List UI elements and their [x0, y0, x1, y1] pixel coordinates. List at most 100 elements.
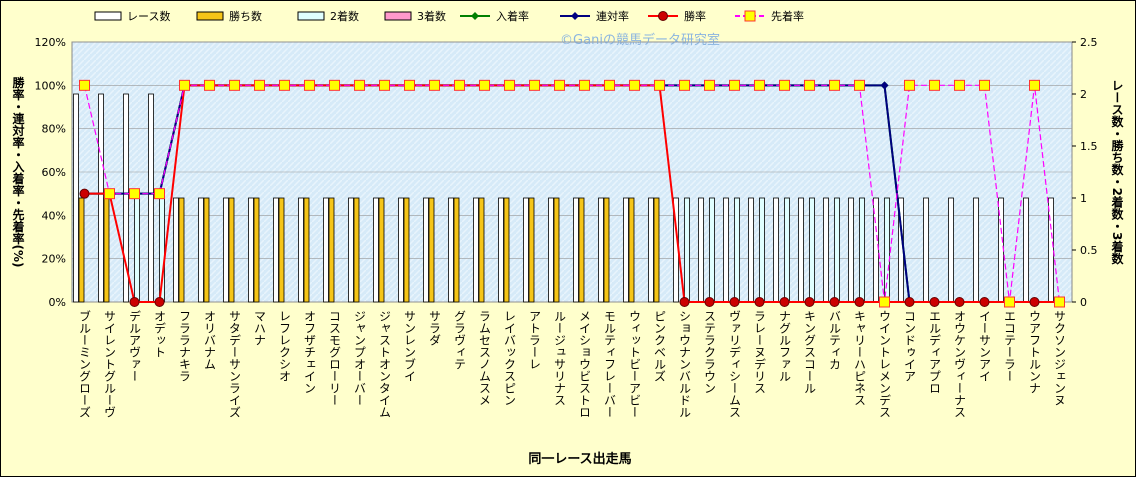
- bar: [709, 197, 715, 303]
- legend-label: 2着数: [330, 9, 359, 23]
- point: [754, 297, 765, 307]
- bar: [403, 197, 410, 303]
- point: [179, 79, 190, 91]
- bar: [848, 197, 854, 303]
- point: [479, 79, 490, 91]
- x-axis-title: 同一レース出走馬: [528, 451, 631, 467]
- x-tick-label: フララナキラ: [178, 310, 192, 382]
- x-tick-label: バルティカ: [828, 310, 842, 370]
- bar: [378, 197, 385, 303]
- point: [104, 188, 115, 200]
- legend-marker: [744, 10, 756, 22]
- y-tick-label: 40%: [42, 209, 66, 222]
- bar: [1023, 197, 1029, 303]
- x-tick-label: コンドゥイア: [903, 310, 917, 382]
- x-tick-label: エルディアプロ: [928, 310, 942, 394]
- x-tick-label: オフザチェイン: [303, 310, 317, 394]
- bar: [273, 197, 279, 303]
- point: [529, 79, 540, 91]
- y2-axis-title: レース数・勝ち数・2着数・3着数: [1110, 80, 1124, 265]
- legend-swatch: [297, 11, 325, 21]
- bar: [553, 197, 560, 303]
- x-tick-label: サイレントグルーヴ: [103, 310, 117, 418]
- legend-swatch: [196, 11, 224, 21]
- bar: [203, 197, 210, 303]
- x-tick-label: ウィットビーアビー: [628, 310, 642, 418]
- point: [879, 296, 890, 308]
- bar: [523, 197, 529, 303]
- x-tick-label: マハナ: [253, 310, 267, 346]
- bar: [328, 197, 335, 303]
- bar: [784, 197, 790, 303]
- x-tick-label: グラヴィテ: [453, 310, 467, 370]
- bar: [303, 197, 310, 303]
- point: [154, 188, 165, 200]
- y-tick-label: 0%: [49, 296, 66, 309]
- point: [679, 297, 690, 307]
- bar: [548, 197, 554, 303]
- point: [779, 297, 790, 307]
- point: [379, 79, 390, 91]
- point: [129, 188, 140, 200]
- point: [954, 79, 965, 91]
- bar: [759, 197, 765, 303]
- x-tick-label: サンレンブイ: [403, 310, 417, 382]
- point: [604, 79, 615, 91]
- point: [904, 297, 915, 307]
- legend-marker: [471, 12, 479, 20]
- point: [754, 79, 765, 91]
- point: [429, 79, 440, 91]
- point: [629, 79, 640, 91]
- bar: [228, 197, 235, 303]
- x-tick-label: ブルーミングローズ: [78, 309, 92, 418]
- legend-label: 先着率: [771, 9, 804, 23]
- bar: [884, 197, 890, 303]
- bar: [173, 197, 179, 303]
- point: [254, 79, 265, 91]
- point: [1029, 79, 1040, 91]
- point: [679, 79, 690, 91]
- bar: [223, 197, 229, 303]
- legend-label: 勝率: [684, 9, 706, 23]
- bar: [373, 197, 379, 303]
- y-tick-label: 100%: [35, 79, 66, 92]
- x-tick-label: メイショウビストロ: [578, 310, 592, 418]
- bar: [973, 197, 979, 303]
- x-tick-label: キングスコール: [803, 310, 817, 394]
- point: [329, 79, 340, 91]
- x-tick-label: アトラーレ: [528, 310, 542, 370]
- bar: [103, 197, 110, 303]
- bar: [453, 197, 460, 303]
- point: [779, 79, 790, 91]
- bar: [73, 93, 79, 303]
- bar: [698, 197, 704, 303]
- bar: [598, 197, 604, 303]
- x-tick-label: ラレーヌデリス: [753, 310, 767, 394]
- bar: [603, 197, 610, 303]
- legend-label: レース数: [127, 10, 170, 23]
- y2-tick-label: 0: [1080, 296, 1087, 309]
- bar: [473, 197, 479, 303]
- bar: [428, 197, 435, 303]
- point: [1004, 296, 1015, 308]
- point: [1054, 296, 1065, 308]
- y2-tick-label: 0.5: [1080, 244, 1098, 257]
- bar: [834, 197, 840, 303]
- legend-label: 勝ち数: [229, 9, 262, 23]
- legend-marker: [658, 11, 668, 21]
- point: [729, 79, 740, 91]
- bar: [723, 197, 729, 303]
- bar: [498, 197, 504, 303]
- x-tick-label: ラムセスノムスメ: [478, 310, 492, 406]
- bar: [178, 197, 185, 303]
- x-tick-label: レフレクシオ: [278, 310, 292, 382]
- y-tick-label: 120%: [35, 36, 66, 49]
- point: [704, 79, 715, 91]
- point: [729, 297, 740, 307]
- x-tick-label: ウアフトルンナ: [1028, 310, 1042, 394]
- bar: [448, 197, 454, 303]
- point: [79, 188, 90, 199]
- x-tick-label: イーサンアイ: [978, 310, 992, 382]
- bar: [348, 197, 354, 303]
- legend-label: 3着数: [417, 9, 446, 23]
